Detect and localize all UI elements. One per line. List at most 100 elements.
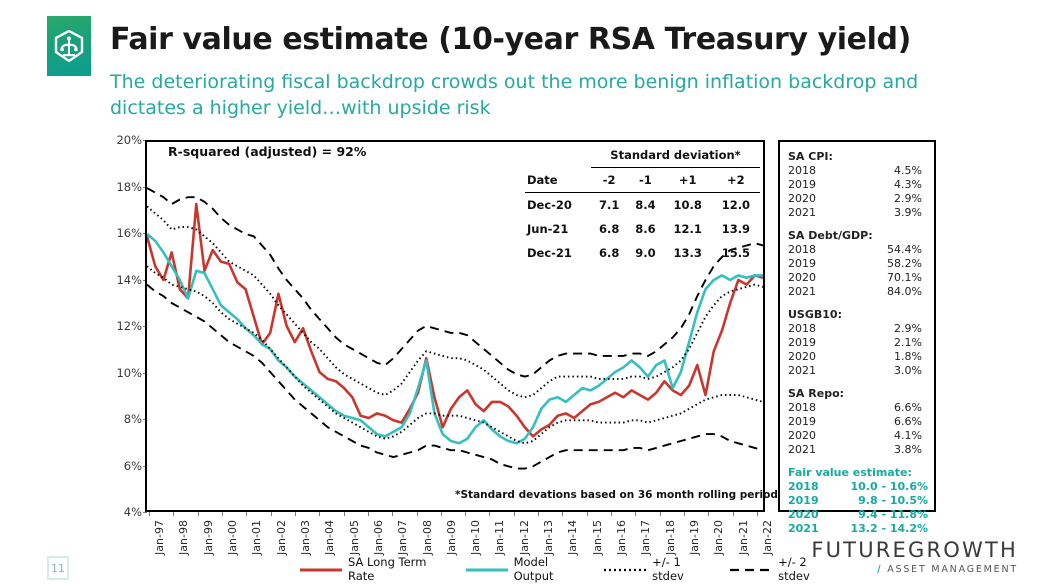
stdev-value: 10.8 [673,198,702,212]
x-axis-tick [465,512,467,516]
rsquared-annotation: R-squared (adjusted) = 92% [168,144,367,159]
x-axis-tick [732,512,734,516]
x-axis-tick-label: Jan-98 [177,520,191,555]
x-axis-tick [684,512,686,516]
brand-name: FUTUREGROWTH [811,538,1018,562]
fair-value-year: 2018 [788,480,819,493]
y-axis-tick-label: 12% [116,319,142,333]
x-axis-tick-label: Jan-20 [712,520,726,555]
y-axis-tick-label: 18% [116,179,142,194]
panel-row-value: 3.0% [894,364,922,377]
page-number: 11 [47,556,69,580]
x-axis-tick [538,512,540,516]
stdev-col-m2: -2 [591,167,628,193]
x-axis-tick-label: Jan-10 [469,520,483,555]
brand-sub-label: ASSET MANAGEMENT [887,564,1018,575]
x-axis-tick-label: Jan-04 [323,520,337,555]
panel-row-value: 58.2% [887,257,922,270]
legend-swatch [604,564,647,574]
x-axis-tick-label: Jan-99 [201,520,215,555]
panel-row-year: 2019 [788,415,816,428]
panel-row: 2018 4.5% [788,164,934,178]
stdev-value: 15.5 [721,246,751,260]
stdev-col-p1: +1 [663,167,712,193]
y-axis-tick-label: 14% [116,272,142,287]
panel-row-year: 2021 [788,443,816,456]
x-axis-tick-label: Jan-15 [590,520,604,555]
panel-row-value: 6.6% [894,415,922,428]
panel-row-year: 2020 [788,350,816,363]
x-axis-tick [489,512,491,516]
panel-row-year: 2020 [788,192,816,205]
panel-row-value: 70.1% [887,271,922,284]
x-axis-tick [319,512,321,516]
x-axis-tick-label: Jan-11 [493,520,507,555]
x-axis-tick [440,512,442,516]
x-axis-tick [635,512,637,516]
panel-row-year: 2021 [788,206,816,219]
stdev-value: 8.6 [635,222,656,236]
panel-row: 2020 1.8% [788,350,934,364]
panel-group: USGB10: 2018 2.9% 2019 2.1% 2020 1.8% 2021 3.0% [788,308,934,378]
stdev-value: 12.0 [721,198,751,212]
panel-row-year: 2018 [788,401,816,414]
fair-value-year: 2019 [788,494,819,507]
x-axis-tick-label: Jan-06 [371,520,385,555]
panel-row: 2019 6.6% [788,415,934,429]
brand-sub: / ASSET MANAGEMENT [811,564,1018,575]
panel-row-value: 3.8% [894,443,922,456]
x-axis-tick [221,512,223,516]
x-axis-tick [173,512,175,516]
y-axis-tick-label: 16% [116,226,142,240]
x-axis-tick-label: Jan-18 [663,520,677,555]
table-row: Dec-21 6.8 9.0 13.3 15.5 [525,241,760,265]
panel-row-value: 1.8% [894,350,922,363]
x-axis-tick-label: Jan-14 [566,520,580,555]
x-axis-tick-label: Jan-02 [274,520,288,555]
panel-group: SA Debt/GDP: 2018 54.4% 2019 58.2% 2020 70.1% 2… [788,229,934,299]
futuregrowth-tree-logo-icon [47,16,91,76]
stdev-value: 12.1 [673,222,702,236]
standard-deviation-table: Standard deviation* Date -2 -1 +1 +2 Dec… [525,143,760,265]
stdev-header-row: Date -2 -1 +1 +2 [525,167,760,193]
x-axis-tick-label: Jan-17 [639,520,653,555]
y-axis-tick-label: 10% [116,365,142,380]
panel-row-year: 2018 [788,322,816,335]
x-axis-tick [367,512,369,516]
x-axis-tick [294,512,296,516]
stdev-group-header: Standard deviation* [591,143,760,168]
x-axis-tick [343,512,345,516]
fair-value-year: 2020 [788,508,819,521]
panel-row-year: 2018 [788,164,816,177]
panel-row: 2018 54.4% [788,243,934,257]
x-axis-tick-label: Jan-03 [298,520,312,555]
panel-row-value: 6.6% [894,401,922,414]
legend-item: Model Output [465,555,579,583]
legend-label: +/- 2 stdev [778,555,810,583]
x-axis-tick-label: Jan-16 [615,520,629,555]
x-axis-tick-label: Jan-09 [444,520,458,555]
x-axis-tick-label: Jan-00 [225,520,239,555]
legend-item: +/- 1 stdev [604,555,704,583]
table-row: Dec-20 7.1 8.4 10.8 12.0 [525,193,760,218]
x-axis-tick [708,512,710,516]
page-title: Fair value estimate (10-year RSA Treasur… [110,22,911,57]
series-line [147,187,763,378]
brand-logo: FUTUREGROWTH / ASSET MANAGEMENT [811,538,1018,575]
panel-row-value: 4.1% [894,429,922,442]
x-axis-tick-label: Jan-01 [250,520,264,555]
panel-row-value: 4.5% [894,164,922,177]
stdev-value: 13.9 [721,222,751,236]
x-axis-tick [246,512,248,516]
x-axis-tick-label: Jan-21 [736,520,750,555]
stdev-col-p2: +2 [711,167,760,193]
legend-label: +/- 1 stdev [652,555,684,583]
stdev-value: 6.8 [598,222,620,236]
legend-item: SA Long Term Rate [300,555,440,583]
panel-row: 2019 58.2% [788,257,934,271]
panel-row-year: 2021 [788,364,816,377]
fair-value-range: 9.4 - 11.8% [858,508,928,521]
macro-data-panel: SA CPI: 2018 4.5% 2019 4.3% 2020 2.9% 2021 3.9% S… [778,140,936,535]
x-axis-tick-label: Jan-12 [517,520,531,555]
